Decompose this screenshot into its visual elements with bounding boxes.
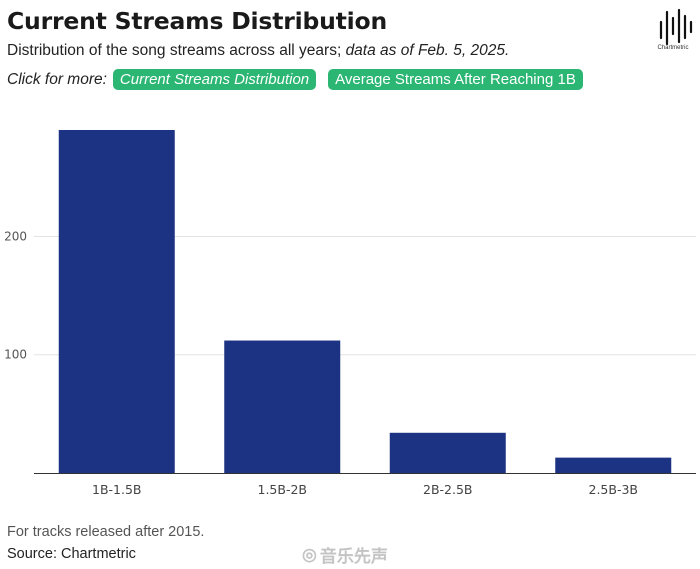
subtitle-date: data as of Feb. 5, 2025. <box>345 42 510 59</box>
subtitle-text: Distribution of the song streams across … <box>7 42 346 59</box>
bar-1.5B-2B <box>224 340 341 473</box>
weibo-icon: ◎ <box>302 544 317 564</box>
click-for-more-label: Click for more: <box>7 70 107 88</box>
x-tick-label: 1.5B-2B <box>258 482 308 497</box>
chartmetric-logo-icon <box>659 8 693 46</box>
current-streams-link[interactable]: Current Streams Distribution <box>112 69 317 90</box>
y-tick-label: 100 <box>4 348 27 362</box>
bar-1B-1.5B <box>58 130 175 473</box>
bar-chart: 100 200 1B-1.5B 1.5B-2B 2B-2.5B 2.5B-3B <box>4 130 696 497</box>
x-tick-label: 2B-2.5B <box>423 482 473 497</box>
chart-title: Current Streams Distribution <box>7 7 387 35</box>
logo-text: Chartmetric <box>657 45 689 51</box>
x-tick-label: 1B-1.5B <box>92 482 142 497</box>
source-line: Source: Chartmetric <box>7 546 136 562</box>
average-streams-link[interactable]: Average Streams After Reaching 1B <box>328 69 583 90</box>
x-tick-label: 2.5B-3B <box>589 482 639 497</box>
more-links-row: Click for more: Current Streams Distribu… <box>7 69 595 90</box>
source-value: Chartmetric <box>60 546 136 562</box>
watermark-text: 音乐先声 <box>319 547 388 566</box>
watermark: ◎ 音乐先声 <box>302 542 388 567</box>
source-label: Source: <box>7 546 57 562</box>
chart-subtitle: Distribution of the song streams across … <box>7 42 509 60</box>
bar-2B-2.5B <box>389 432 506 473</box>
y-tick-label: 200 <box>4 229 27 243</box>
footnote: For tracks released after 2015. <box>7 524 205 540</box>
bar-2.5B-3B <box>555 457 672 473</box>
